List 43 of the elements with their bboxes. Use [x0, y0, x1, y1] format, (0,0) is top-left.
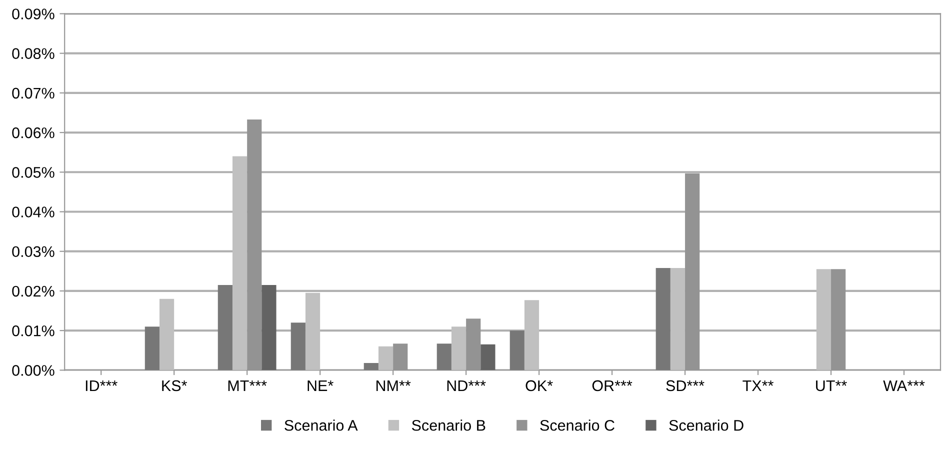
bar — [262, 285, 276, 370]
bar — [510, 330, 524, 370]
bar — [378, 346, 394, 370]
bar — [436, 344, 452, 370]
x-tick-label: UT** — [816, 380, 847, 392]
y-tick-label: 0.08% — [12, 48, 54, 60]
y-tick-label: 0.05% — [12, 167, 54, 178]
legend-label: Scenario B — [412, 420, 486, 431]
x-tick-label: NE* — [308, 380, 334, 391]
x-tick-label: NM** — [376, 380, 411, 391]
x-tick-label: ID*** — [86, 380, 118, 391]
y-tick-label: 0.07% — [12, 88, 54, 99]
x-tick-label: OK* — [526, 380, 553, 392]
bar — [670, 268, 686, 370]
x-tick-label: MT*** — [228, 380, 267, 391]
bar — [290, 322, 306, 370]
legend-label: Scenario C — [540, 420, 614, 431]
bar — [144, 326, 160, 370]
bar — [232, 156, 248, 370]
bar — [159, 298, 174, 370]
legend-label: Scenario D — [669, 420, 744, 431]
y-tick-label: 0.00% — [12, 365, 54, 376]
x-tick-label: ND*** — [447, 380, 486, 391]
y-tick-label: 0.04% — [12, 206, 54, 218]
bar — [305, 292, 320, 370]
y-tick-label: 0.06% — [12, 127, 54, 138]
x-tick-label: SD*** — [666, 380, 704, 392]
bar — [816, 269, 832, 370]
bar — [524, 300, 540, 370]
x-tick-label: KS* — [162, 380, 188, 392]
y-tick-label: 0.03% — [12, 246, 54, 258]
x-tick-label: TX** — [742, 380, 774, 391]
bar — [480, 344, 496, 370]
y-tick-label: 0.01% — [12, 325, 54, 336]
bar — [656, 268, 670, 370]
y-tick-label: 0.02% — [12, 286, 54, 297]
y-tick-label: 0.09% — [12, 8, 54, 20]
x-tick-label: OR*** — [592, 380, 632, 392]
x-tick-label: WA*** — [883, 380, 925, 391]
bar — [364, 363, 378, 370]
bar — [218, 285, 232, 370]
legend-label: Scenario A — [284, 420, 358, 431]
bar — [451, 326, 466, 370]
